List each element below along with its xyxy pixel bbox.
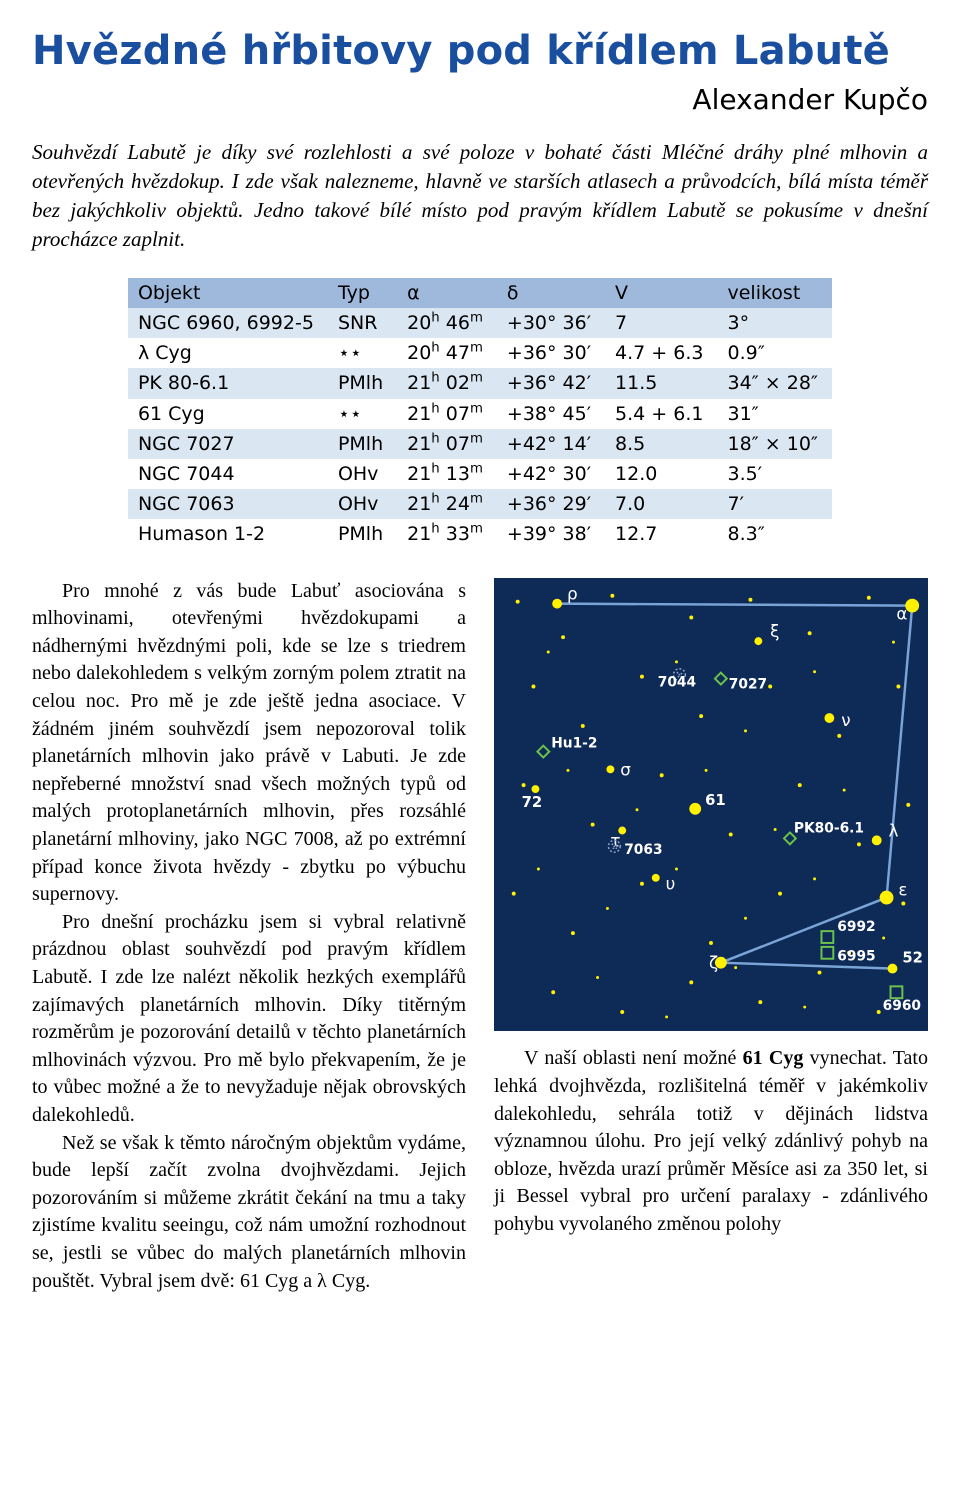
col-v: V: [605, 278, 717, 308]
svg-text:6960: 6960: [883, 998, 921, 1014]
body-paragraph: V naší oblasti není možné 61 Cyg vynecha…: [494, 1045, 928, 1238]
svg-text:ε: ε: [898, 879, 907, 899]
table-row: NGC 7044OHv21h 13m+42° 30′12.03.5′: [128, 459, 832, 489]
body-paragraph: Než se však k těmto náročným objektům vy…: [32, 1130, 466, 1296]
table-row: 61 Cyg⋆⋆21h 07m+38° 45′5.4 + 6.131″: [128, 399, 832, 429]
intro-paragraph: Souhvězdí Labutě je díky své rozlehlosti…: [32, 138, 928, 254]
svg-text:61: 61: [705, 792, 726, 809]
svg-text:λ: λ: [889, 820, 899, 840]
left-column: Pro mnohé z vás bude Labuť asociována s …: [32, 578, 466, 1295]
table-row: NGC 7063OHv21h 24m+36° 29′7.07′: [128, 489, 832, 519]
col-size: velikost: [717, 278, 832, 308]
table-row: NGC 6960, 6992-5SNR20h 46m+30° 36′73°: [128, 308, 832, 338]
svg-text:7027: 7027: [729, 676, 767, 692]
svg-text:ν: ν: [841, 710, 850, 730]
right-column: ραξνστ61υλεζ5272PK80-6.170277044Hu1-2706…: [494, 578, 928, 1295]
star-chart: ραξνστ61υλεζ5272PK80-6.170277044Hu1-2706…: [494, 578, 928, 1032]
svg-text:ξ: ξ: [770, 621, 779, 641]
svg-text:Hu1-2: Hu1-2: [551, 735, 597, 751]
objects-table: Objekt Typ α δ V velikost NGC 6960, 6992…: [128, 278, 832, 550]
col-objekt: Objekt: [128, 278, 328, 308]
col-alpha: α: [397, 278, 497, 308]
svg-text:6992: 6992: [837, 919, 875, 935]
body-paragraph: Pro dnešní procházku jsem si vybral rela…: [32, 909, 466, 1130]
svg-text:6995: 6995: [837, 948, 875, 964]
table-row: λ Cyg⋆⋆20h 47m+36° 30′4.7 + 6.30.9″: [128, 338, 832, 368]
table-row: PK 80-6.1PMlh21h 02m+36° 42′11.534″ × 28…: [128, 368, 832, 398]
svg-text:α: α: [896, 603, 907, 623]
col-typ: Typ: [328, 278, 397, 308]
svg-text:σ: σ: [620, 759, 631, 779]
body-paragraph: Pro mnohé z vás bude Labuť asociována s …: [32, 578, 466, 909]
svg-text:ρ: ρ: [567, 583, 578, 603]
svg-text:72: 72: [522, 793, 543, 810]
svg-text:52: 52: [902, 949, 923, 966]
col-delta: δ: [497, 278, 605, 308]
table-header-row: Objekt Typ α δ V velikost: [128, 278, 832, 308]
author: Alexander Kupčo: [32, 81, 928, 120]
table-row: Humason 1-2PMlh21h 33m+39° 38′12.78.3″: [128, 519, 832, 549]
svg-text:υ: υ: [666, 873, 676, 893]
svg-text:7044: 7044: [658, 674, 696, 690]
svg-text:PK80-6.1: PK80-6.1: [794, 820, 864, 836]
page-title: Hvězdné hřbitovy pod křídlem Labutě: [32, 24, 928, 79]
table-row: NGC 7027PMlh21h 07m+42° 14′8.518″ × 10″: [128, 429, 832, 459]
svg-text:ζ: ζ: [709, 952, 718, 972]
svg-text:7063: 7063: [624, 842, 662, 858]
